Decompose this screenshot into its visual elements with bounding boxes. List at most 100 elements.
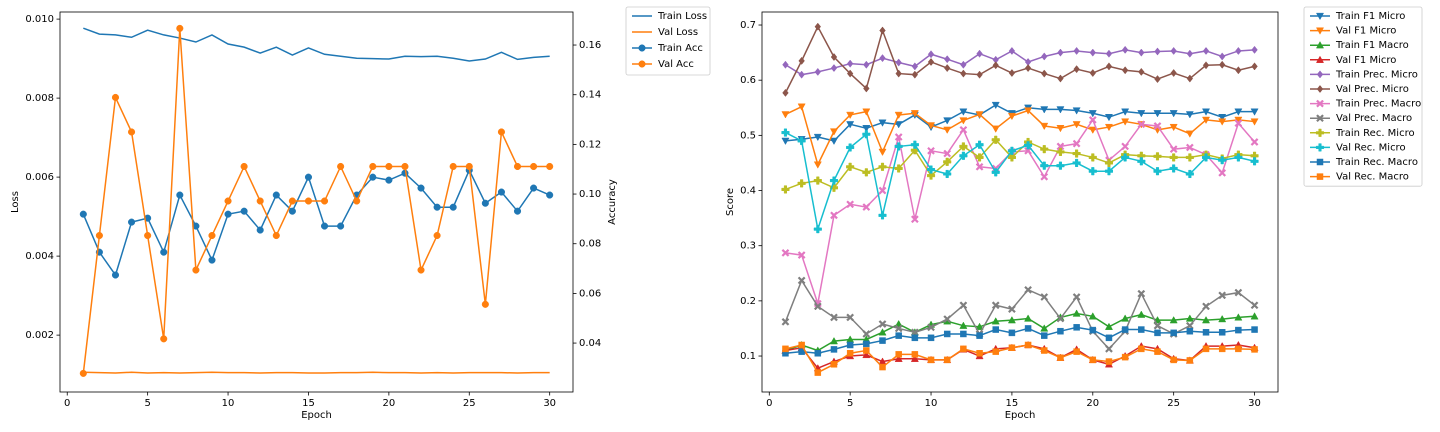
marker xyxy=(1088,110,1097,118)
marker xyxy=(369,162,377,171)
marker xyxy=(401,162,409,171)
marker xyxy=(1057,354,1064,361)
marker xyxy=(385,162,393,171)
marker xyxy=(1201,316,1211,324)
x-tick-label: 20 xyxy=(382,398,395,409)
legend-marker xyxy=(1316,158,1324,166)
legend-label: Val Rec. Micro xyxy=(1336,142,1406,153)
marker xyxy=(1056,161,1065,170)
marker xyxy=(1024,146,1033,155)
marker xyxy=(208,256,216,264)
marker xyxy=(862,108,871,116)
marker xyxy=(878,162,887,171)
marker xyxy=(272,231,280,240)
marker xyxy=(1170,329,1177,337)
marker xyxy=(1072,107,1081,115)
marker xyxy=(846,143,855,152)
series-line xyxy=(83,371,550,374)
marker xyxy=(782,60,789,69)
x-tick-label: 25 xyxy=(1167,398,1180,409)
marker xyxy=(1104,114,1113,122)
marker xyxy=(911,334,919,342)
marker xyxy=(546,191,554,199)
marker xyxy=(878,186,887,195)
marker xyxy=(1073,324,1080,331)
marker xyxy=(1072,121,1081,129)
legend-marker xyxy=(1315,55,1325,63)
marker xyxy=(1185,111,1194,119)
marker xyxy=(369,173,377,181)
marker xyxy=(797,136,806,145)
marker xyxy=(846,111,855,120)
marker xyxy=(1234,288,1243,297)
marker xyxy=(927,122,936,130)
marker xyxy=(975,162,984,171)
marker xyxy=(846,313,855,322)
marker xyxy=(1170,69,1177,78)
marker xyxy=(1251,62,1258,71)
marker xyxy=(256,226,264,234)
y2-tick-label: 0.04 xyxy=(579,338,601,349)
marker xyxy=(111,93,120,101)
marker xyxy=(1024,64,1032,73)
subplot: 0 5 10 15 20 25 30 0.002 0.004 0.006 0.008 0.010 0.0… xyxy=(10,6,711,421)
marker xyxy=(1154,348,1161,355)
marker xyxy=(1072,149,1081,158)
marker xyxy=(304,197,313,205)
marker xyxy=(79,210,87,218)
legend-marker xyxy=(1315,41,1325,49)
marker xyxy=(879,363,886,371)
marker xyxy=(1121,45,1129,54)
marker xyxy=(878,320,887,328)
marker xyxy=(1218,314,1227,323)
marker xyxy=(830,53,838,62)
marker xyxy=(1089,356,1097,364)
marker xyxy=(910,215,919,224)
legend-marker xyxy=(1315,12,1325,21)
marker xyxy=(1251,346,1258,353)
y-tick-label: 0.2 xyxy=(740,296,756,307)
marker xyxy=(910,140,919,149)
y2-tick-label: 0.16 xyxy=(579,40,601,51)
marker xyxy=(1121,326,1129,333)
marker xyxy=(1218,291,1227,300)
marker xyxy=(1088,167,1097,176)
marker xyxy=(797,276,806,285)
legend: Train Loss Val Loss Train Acc Val Acc xyxy=(625,6,711,76)
marker xyxy=(1024,341,1032,349)
marker xyxy=(1186,74,1194,83)
marker xyxy=(781,248,790,257)
y-tick-label: 0.008 xyxy=(25,93,54,104)
marker xyxy=(1250,118,1259,126)
marker xyxy=(910,354,919,362)
marker xyxy=(863,60,870,69)
axes-frame xyxy=(761,11,1279,393)
legend-label: Val F1 Micro xyxy=(1336,55,1396,66)
marker xyxy=(1040,122,1049,131)
legend-marker xyxy=(638,60,646,68)
marker xyxy=(417,266,425,274)
marker xyxy=(1250,138,1259,146)
marker xyxy=(1250,108,1259,116)
marker xyxy=(1073,65,1080,74)
marker xyxy=(1185,314,1194,322)
marker xyxy=(1024,285,1033,294)
y2-tick-label: 0.10 xyxy=(579,189,601,200)
marker xyxy=(1235,66,1242,75)
marker xyxy=(1008,69,1016,78)
marker xyxy=(111,271,120,279)
marker xyxy=(1185,153,1194,162)
marker xyxy=(813,302,822,311)
marker xyxy=(1105,358,1113,365)
marker xyxy=(991,168,1000,177)
y-tick-label: 0.4 xyxy=(740,186,756,197)
series-line xyxy=(82,28,550,374)
y2-tick-label: 0.12 xyxy=(579,139,601,150)
marker xyxy=(1218,156,1227,165)
marker xyxy=(927,356,935,364)
legend-label: Val Prec. Micro xyxy=(1336,84,1409,95)
marker xyxy=(879,26,886,35)
marker xyxy=(1154,75,1161,84)
marker xyxy=(1137,110,1146,118)
